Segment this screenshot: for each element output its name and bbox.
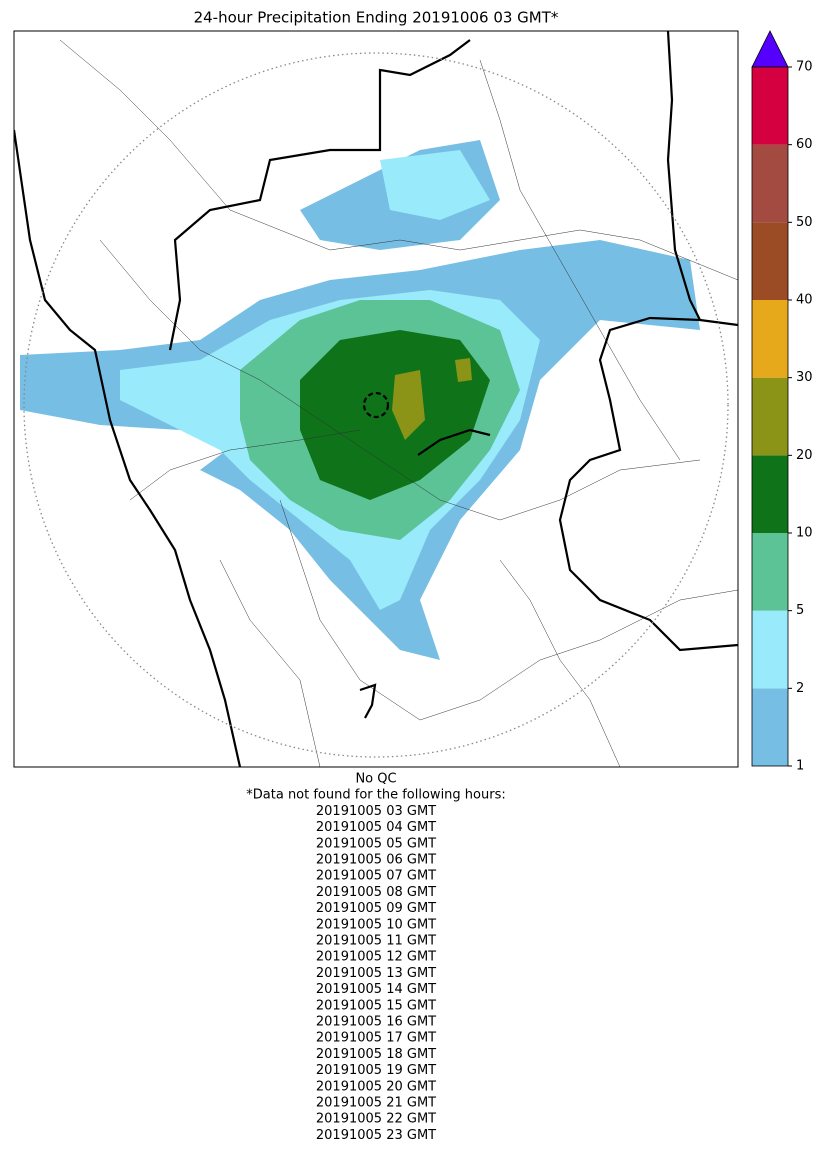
- precipitation: [20, 140, 700, 660]
- missing-hour: 20191005 10 GMT: [316, 917, 436, 932]
- precip-area: [380, 150, 490, 220]
- precip-area: [455, 358, 472, 382]
- colorbar-swatch: [752, 610, 788, 689]
- colorbar-swatch: [752, 688, 788, 766]
- district-borders: [59, 39, 738, 767]
- missing-header: *Data not found for the following hours:: [246, 788, 505, 803]
- colorbar-tick-label: 2: [796, 681, 804, 696]
- colorbar-tick-label: 70: [796, 60, 813, 75]
- notes: No QC*Data not found for the following h…: [246, 772, 505, 1143]
- missing-hour: 20191005 13 GMT: [316, 966, 436, 981]
- missing-hour: 20191005 17 GMT: [316, 1031, 436, 1046]
- colorbar-swatch: [752, 533, 788, 611]
- map-frame: [13, 30, 739, 768]
- missing-hour: 20191005 11 GMT: [316, 934, 436, 949]
- missing-hour: 20191005 18 GMT: [316, 1047, 436, 1062]
- precip-area: [392, 370, 425, 440]
- missing-hour: 20191005 08 GMT: [316, 885, 436, 900]
- radar-range-ring: [23, 52, 729, 758]
- colorbar-tick-label: 5: [796, 603, 804, 618]
- colorbar: 1 2 5 10 20 30 40 50 60 70: [751, 30, 813, 774]
- colorbar-tick-label: 50: [796, 215, 813, 230]
- colorbar-tick-label: 40: [796, 293, 813, 308]
- colorbar-swatch: [752, 377, 788, 456]
- map: [14, 31, 738, 767]
- colorbar-tick-label: 60: [796, 137, 813, 152]
- colorbar-frame: [751, 66, 789, 767]
- radar-site: [362, 391, 390, 419]
- missing-hour: 20191005 15 GMT: [316, 998, 436, 1013]
- missing-hour: 20191005 06 GMT: [316, 853, 436, 868]
- state-borders: [14, 31, 738, 767]
- missing-hour: 20191005 23 GMT: [316, 1128, 436, 1143]
- colorbar-tick-label: 1: [796, 759, 804, 774]
- colorbar-extension: [751, 30, 789, 68]
- colorbar-tick-label: 30: [796, 370, 813, 385]
- missing-hour: 20191005 20 GMT: [316, 1079, 436, 1094]
- missing-hour: 20191005 16 GMT: [316, 1015, 436, 1030]
- missing-hour: 20191005 03 GMT: [316, 804, 436, 819]
- missing-hour: 20191005 09 GMT: [316, 901, 436, 916]
- missing-hour: 20191005 22 GMT: [316, 1112, 436, 1127]
- missing-hour: 20191005 05 GMT: [316, 836, 436, 851]
- colorbar-swatch: [752, 455, 788, 533]
- missing-hour: 20191005 04 GMT: [316, 820, 436, 835]
- missing-hour: 20191005 21 GMT: [316, 1096, 436, 1111]
- colorbar-swatch: [752, 144, 788, 223]
- missing-hour: 20191005 19 GMT: [316, 1063, 436, 1078]
- colorbar-tick-label: 20: [796, 448, 813, 463]
- colorbar-swatch: [752, 67, 788, 145]
- colorbar-swatch: [752, 300, 788, 378]
- map-title: 24-hour Precipitation Ending 20191006 03…: [194, 9, 559, 27]
- missing-hour: 20191005 12 GMT: [316, 950, 436, 965]
- colorbar-tick-label: 10: [796, 526, 813, 541]
- missing-hour: 20191005 07 GMT: [316, 869, 436, 884]
- colorbar-swatch: [752, 222, 788, 300]
- qc-note: No QC: [355, 772, 396, 787]
- missing-hour: 20191005 14 GMT: [316, 982, 436, 997]
